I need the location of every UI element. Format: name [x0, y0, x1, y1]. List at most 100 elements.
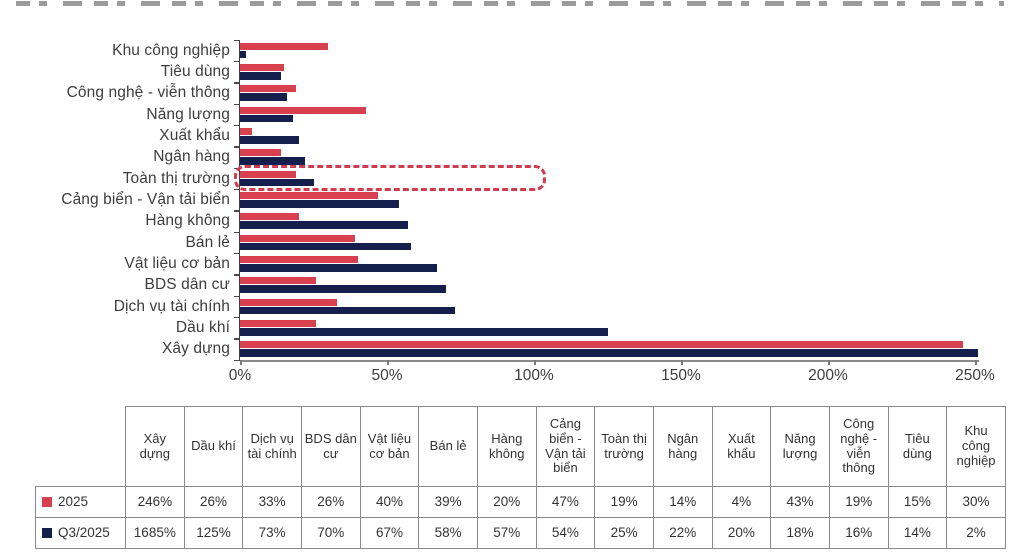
x-axis-tick — [534, 360, 536, 365]
bar-q3-2025 — [240, 242, 411, 251]
bar-2025 — [240, 127, 252, 136]
table-value-cell: 15% — [887, 486, 948, 518]
x-axis-tick-label: 250% — [955, 367, 995, 384]
y-axis-tick — [234, 231, 239, 233]
table-value-cell: 73% — [242, 517, 302, 549]
y-axis-tick — [234, 124, 239, 127]
bar-q3-2025 — [240, 135, 299, 144]
table-value-cell: 14% — [887, 517, 948, 549]
bar-q3-2025 — [240, 349, 978, 357]
legend-key-icon — [42, 497, 52, 508]
category-label: Bán lẻ — [185, 233, 230, 251]
table-value-cell: 54% — [535, 517, 596, 549]
x-axis-line — [240, 360, 979, 362]
x-axis-tick-label: 50% — [371, 367, 403, 384]
bar-2025 — [240, 149, 282, 157]
bar-q3-2025 — [240, 306, 455, 315]
y-axis-tick — [234, 82, 239, 84]
bar-2025 — [240, 85, 296, 93]
table-header-cell: Năng lượng — [770, 406, 830, 487]
category-label: Dịch vụ tài chính — [113, 297, 230, 315]
table-value-cell: 246% — [125, 486, 185, 518]
x-axis-tick — [681, 360, 683, 365]
bar-q3-2025 — [240, 71, 282, 80]
legend-row-label-2025: 2025 — [35, 486, 126, 518]
table-header-cell: BDS dân cư — [300, 406, 361, 487]
x-axis-tick-label: 0% — [228, 367, 252, 384]
table-header-cell: Dịch vụ tài chính — [242, 406, 302, 487]
chart-data-table: Xây dựng Dầu khí Dịch vụ tài chính BDS dân … — [35, 406, 1006, 549]
bar-2025 — [240, 213, 299, 221]
category-label: Xây dựng — [161, 340, 230, 358]
bar-2025 — [240, 255, 358, 264]
table-value-cell: 47% — [535, 486, 596, 518]
table-value-cell: 57% — [476, 517, 537, 549]
bar-q3-2025 — [240, 178, 314, 187]
y-axis-tick — [234, 338, 239, 340]
table-value-cell: 16% — [828, 517, 889, 549]
y-axis-tick — [234, 210, 239, 212]
bar-2025 — [240, 277, 317, 285]
x-axis-tick-label: 150% — [661, 367, 701, 384]
table-header-cell: Tiêu dùng — [887, 406, 948, 487]
table-value-cell: 67% — [359, 517, 420, 549]
table-corner-cell — [36, 407, 126, 487]
legend-key-icon — [42, 528, 52, 539]
bar-q3-2025 — [240, 114, 293, 123]
table-value-cell: 25% — [594, 517, 654, 549]
table-header-cell: Dầu khí — [183, 406, 244, 487]
y-axis-line — [238, 40, 241, 361]
bar-q3-2025 — [240, 199, 399, 208]
table-header-cell: Toàn thị trường — [594, 406, 654, 487]
bar-q3-2025 — [240, 93, 288, 101]
category-label: Ngân hàng — [153, 148, 230, 166]
y-axis-tick — [234, 316, 239, 319]
table-value-cell: 4% — [711, 486, 772, 518]
table-header-cell: Khu công nghiệp — [946, 406, 1006, 487]
bar-2025 — [240, 191, 379, 200]
x-axis-tick — [387, 360, 389, 365]
table-header-cell: Công nghệ - viễn thông — [828, 406, 889, 487]
bar-2025 — [240, 63, 285, 72]
y-axis-tick — [234, 274, 239, 276]
table-value-cell: 2% — [946, 517, 1006, 549]
bar-2025 — [240, 42, 329, 50]
table-value-cell: 20% — [476, 486, 537, 518]
table-value-cell: 26% — [300, 486, 361, 518]
category-label: Hàng không — [145, 212, 230, 230]
table-header-cell: Ngân hàng — [652, 406, 713, 487]
y-axis-tick — [234, 295, 239, 297]
y-axis-tick — [234, 359, 239, 361]
cropped-title-remnant — [16, 1, 1004, 6]
category-label: Cảng biển - Vận tải biển — [61, 190, 230, 208]
table-value-cell: 40% — [359, 486, 420, 518]
bar-2025 — [240, 319, 317, 328]
table-header-cell: Bán lẻ — [418, 406, 478, 487]
bar-2025 — [240, 341, 964, 349]
y-axis-tick — [234, 60, 239, 63]
table-value-cell: 19% — [594, 486, 654, 518]
table-value-cell: 22% — [652, 517, 713, 549]
table-value-cell: 20% — [711, 517, 772, 549]
y-axis-tick — [234, 252, 239, 255]
y-axis-tick — [234, 103, 239, 105]
table-value-cell: 19% — [828, 486, 889, 518]
category-label: Vật liệu cơ bản — [124, 254, 230, 272]
bar-q3-2025 — [240, 327, 608, 336]
highlight-dashed-box — [234, 164, 546, 191]
table-value-cell: 26% — [183, 486, 244, 518]
category-label: BDS dân cư — [144, 276, 230, 294]
legend-row-label-q3-2025: Q3/2025 — [35, 517, 126, 549]
bar-q3-2025 — [240, 50, 246, 59]
table-value-cell: 1685% — [125, 517, 185, 549]
bar-2025 — [240, 234, 355, 242]
x-axis-tick-label: 100% — [514, 367, 554, 384]
table-value-cell: 18% — [770, 517, 830, 549]
x-axis-tick — [975, 360, 977, 365]
bar-q3-2025 — [240, 263, 437, 272]
table-value-cell: 39% — [418, 486, 478, 518]
y-axis-tick — [234, 146, 239, 148]
sector-growth-bar-chart: Khu công nghiệp Tiêu dùng Công nghệ - viễn… — [61, 39, 995, 384]
x-axis-tick-label: 200% — [808, 367, 848, 384]
bar-2025 — [240, 298, 338, 306]
